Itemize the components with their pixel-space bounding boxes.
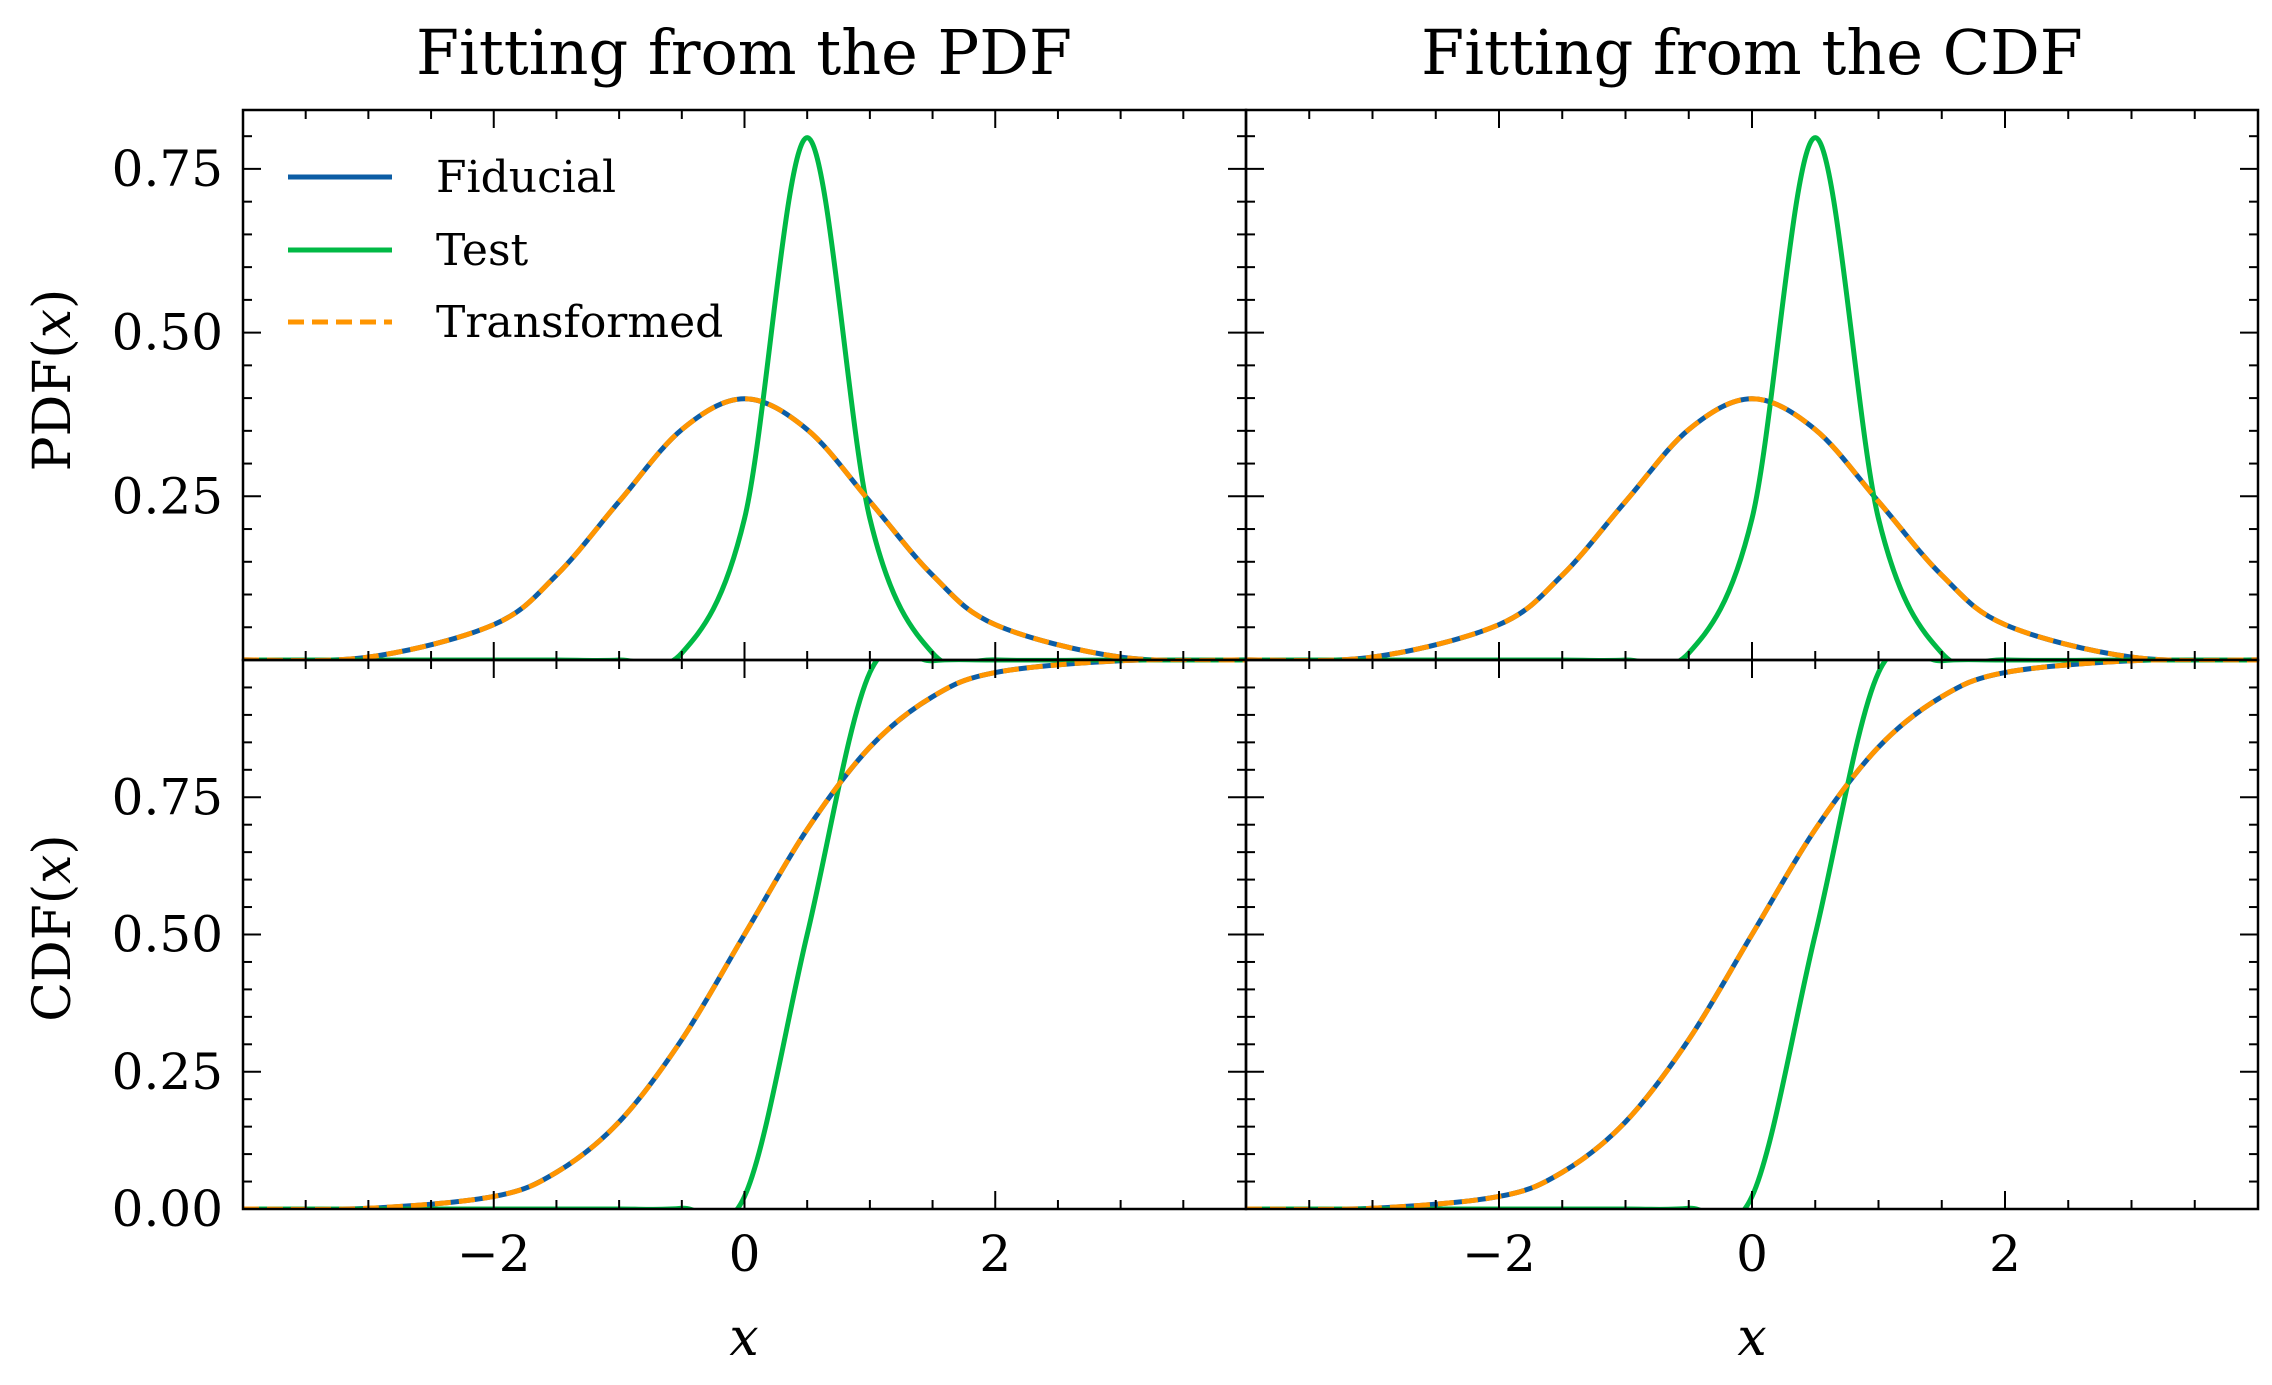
panel-top-left: 0.25 0.50 0.75 xyxy=(112,108,1248,662)
series-group xyxy=(243,660,1246,1209)
y-tick-label: 0.75 xyxy=(112,140,223,198)
y-tick-label: 0.50 xyxy=(112,906,223,964)
x-tick-label: 0 xyxy=(729,1225,761,1283)
legend-label-fiducial: Fiducial xyxy=(436,152,616,203)
xlabel-left: x xyxy=(729,1308,758,1368)
x-tick-label: 2 xyxy=(979,1225,1011,1283)
x-tick-label: −2 xyxy=(457,1225,531,1283)
y-tick-label: 0.00 xyxy=(112,1180,223,1238)
series-line-fiducial xyxy=(1246,396,2258,660)
series-group xyxy=(1246,135,2258,660)
series-line-test xyxy=(243,135,1246,660)
ylabel-pdf-var: x xyxy=(23,309,83,338)
y-tick-label: 0.75 xyxy=(112,768,223,826)
x-tick-label: 2 xyxy=(1989,1225,2021,1283)
series-line-transformed xyxy=(243,396,1246,660)
column-title-cdf: Fitting from the CDF xyxy=(1421,16,2083,89)
y-tick-label: 0.25 xyxy=(112,1043,223,1101)
ylabel-pdf-prefix: PDF( xyxy=(23,338,83,471)
series-group xyxy=(1246,660,2258,1209)
plot-grid: 0.25 0.50 0.75 −2 0 2 0.00 0.25 0.50 0.75 −2 0 2 xyxy=(112,108,2260,1283)
panel-bottom-left: −2 0 2 0.00 0.25 0.50 0.75 xyxy=(112,658,1248,1283)
panel-bottom-right: −2 0 2 xyxy=(1244,658,2260,1283)
series-line-fiducial xyxy=(243,396,1246,660)
ylabel-cdf-prefix: CDF( xyxy=(23,884,83,1022)
ylabel-cdf-var: x xyxy=(23,855,83,884)
ylabel-cdf-suffix: ) xyxy=(23,834,83,854)
ylabel-pdf: PDF(x) xyxy=(23,289,83,472)
series-group xyxy=(243,135,1246,660)
series-line-transformed xyxy=(1246,396,2258,660)
y-tick-label: 0.25 xyxy=(112,467,223,525)
series-line-test xyxy=(1246,135,2258,660)
ylabel-pdf-suffix: ) xyxy=(23,289,83,309)
y-tick-label: 0.50 xyxy=(112,304,223,362)
axes-frame xyxy=(241,108,1248,662)
series-line-test xyxy=(243,660,1246,1209)
series-line-test xyxy=(1246,660,2258,1209)
series-line-transformed xyxy=(1246,660,2258,1209)
xlabel-right: x xyxy=(1737,1308,1766,1368)
series-line-transformed xyxy=(243,660,1246,1209)
axes-frame xyxy=(1244,108,2260,662)
ylabel-cdf: CDF(x) xyxy=(23,834,83,1021)
x-tick-label: 0 xyxy=(1736,1225,1768,1283)
legend: Fiducial Test Transformed xyxy=(288,152,723,348)
legend-label-transformed: Transformed xyxy=(436,297,723,348)
x-tick-label: −2 xyxy=(1462,1225,1536,1283)
column-title-pdf: Fitting from the PDF xyxy=(416,16,1072,89)
legend-label-test: Test xyxy=(436,225,529,276)
panel-top-right xyxy=(1244,108,2260,662)
